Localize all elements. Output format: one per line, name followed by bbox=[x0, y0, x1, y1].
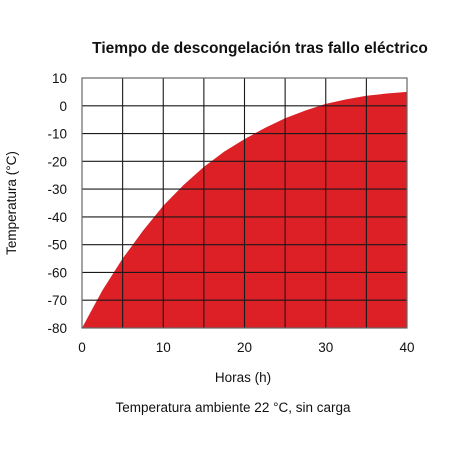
x-tick-label: 30 bbox=[318, 340, 333, 355]
chart-title: Tiempo de descongelación tras fallo eléc… bbox=[92, 40, 428, 57]
y-tick-label: -30 bbox=[47, 182, 67, 197]
grid-lines bbox=[82, 78, 407, 328]
y-axis-label: Temperatura (°C) bbox=[4, 151, 19, 255]
x-tick-label: 40 bbox=[399, 340, 414, 355]
x-tick-label: 20 bbox=[237, 340, 252, 355]
y-tick-label: -20 bbox=[47, 154, 67, 169]
chart-caption: Temperatura ambiente 22 °C, sin carga bbox=[115, 400, 351, 415]
y-tick-label: -10 bbox=[47, 127, 67, 142]
x-tick-label: 0 bbox=[78, 340, 86, 355]
plot-frame bbox=[81, 77, 408, 329]
y-tick-label: 10 bbox=[52, 71, 67, 86]
y-tick-label: -80 bbox=[47, 321, 67, 336]
y-tick-label: -50 bbox=[47, 238, 67, 253]
y-axis-ticks: 10 0 -10 -20 -30 -40 -50 -60 -70 -80 bbox=[47, 71, 67, 336]
y-tick-label: -40 bbox=[47, 210, 67, 225]
y-tick-label: -60 bbox=[47, 265, 67, 280]
x-axis-label: Horas (h) bbox=[215, 370, 271, 385]
y-tick-label: 0 bbox=[59, 99, 67, 114]
y-tick-label: -70 bbox=[47, 293, 67, 308]
x-tick-label: 10 bbox=[156, 340, 171, 355]
x-axis-ticks: 0 10 20 30 40 bbox=[78, 340, 414, 355]
